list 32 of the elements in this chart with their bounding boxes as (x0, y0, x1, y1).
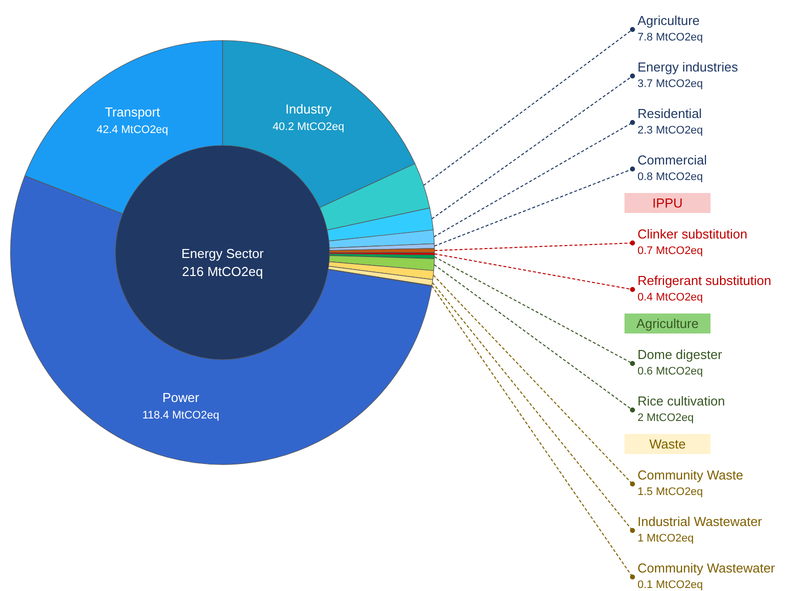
data-label: 2 MtCO2eq (638, 412, 694, 424)
slice-label: Energy industries (638, 60, 738, 74)
data-label: 1 MtCO2eq (638, 532, 694, 544)
data-label: 0.8 MtCO2eq (638, 171, 703, 183)
data-label: 0.4 MtCO2eq (638, 292, 703, 304)
slice-label: Power (162, 390, 200, 405)
data-label: 7.8 MtCO2eq (638, 32, 703, 44)
slice-label: Community Wastewater (638, 560, 776, 576)
data-label: 42.4 MtCO2eq (96, 124, 168, 136)
slice-label: Community Waste (638, 468, 744, 482)
data-label: 118.4 MtCO2eq (142, 409, 220, 422)
legend-label: Refrigerant substitution (638, 273, 772, 288)
slice-label: Residential (638, 106, 702, 121)
data-label: 0.6 MtCO2eq (638, 366, 703, 378)
data-label: 0.7 MtCO2eq (638, 245, 703, 257)
slice-label: Commercial (638, 152, 707, 168)
slice-label: Transport (104, 104, 160, 120)
slice-label: Industry (285, 102, 332, 117)
slice-label: Dome digester (638, 347, 723, 362)
slice-label: Rice cultivation (638, 394, 725, 408)
data-label: 1.5 MtCO2eq (638, 486, 703, 498)
data-label: 40.2 MtCO2eq (272, 121, 344, 134)
text: Agriculture (636, 316, 699, 331)
slice-label: Clinker substitution (638, 226, 748, 242)
data-label: 2.3 MtCO2eq (638, 124, 703, 136)
slice-label: Agriculture (638, 13, 700, 28)
slice-label: Industrial Wastewater (638, 514, 763, 529)
text: Energy Sector 216 MtCO2eq (181, 246, 264, 279)
text: Waste (649, 436, 686, 452)
data-label: 3.7 MtCO2eq (638, 78, 703, 90)
text: IPPU (652, 196, 683, 210)
data-label: 0.1 MtCO2eq (638, 579, 703, 591)
